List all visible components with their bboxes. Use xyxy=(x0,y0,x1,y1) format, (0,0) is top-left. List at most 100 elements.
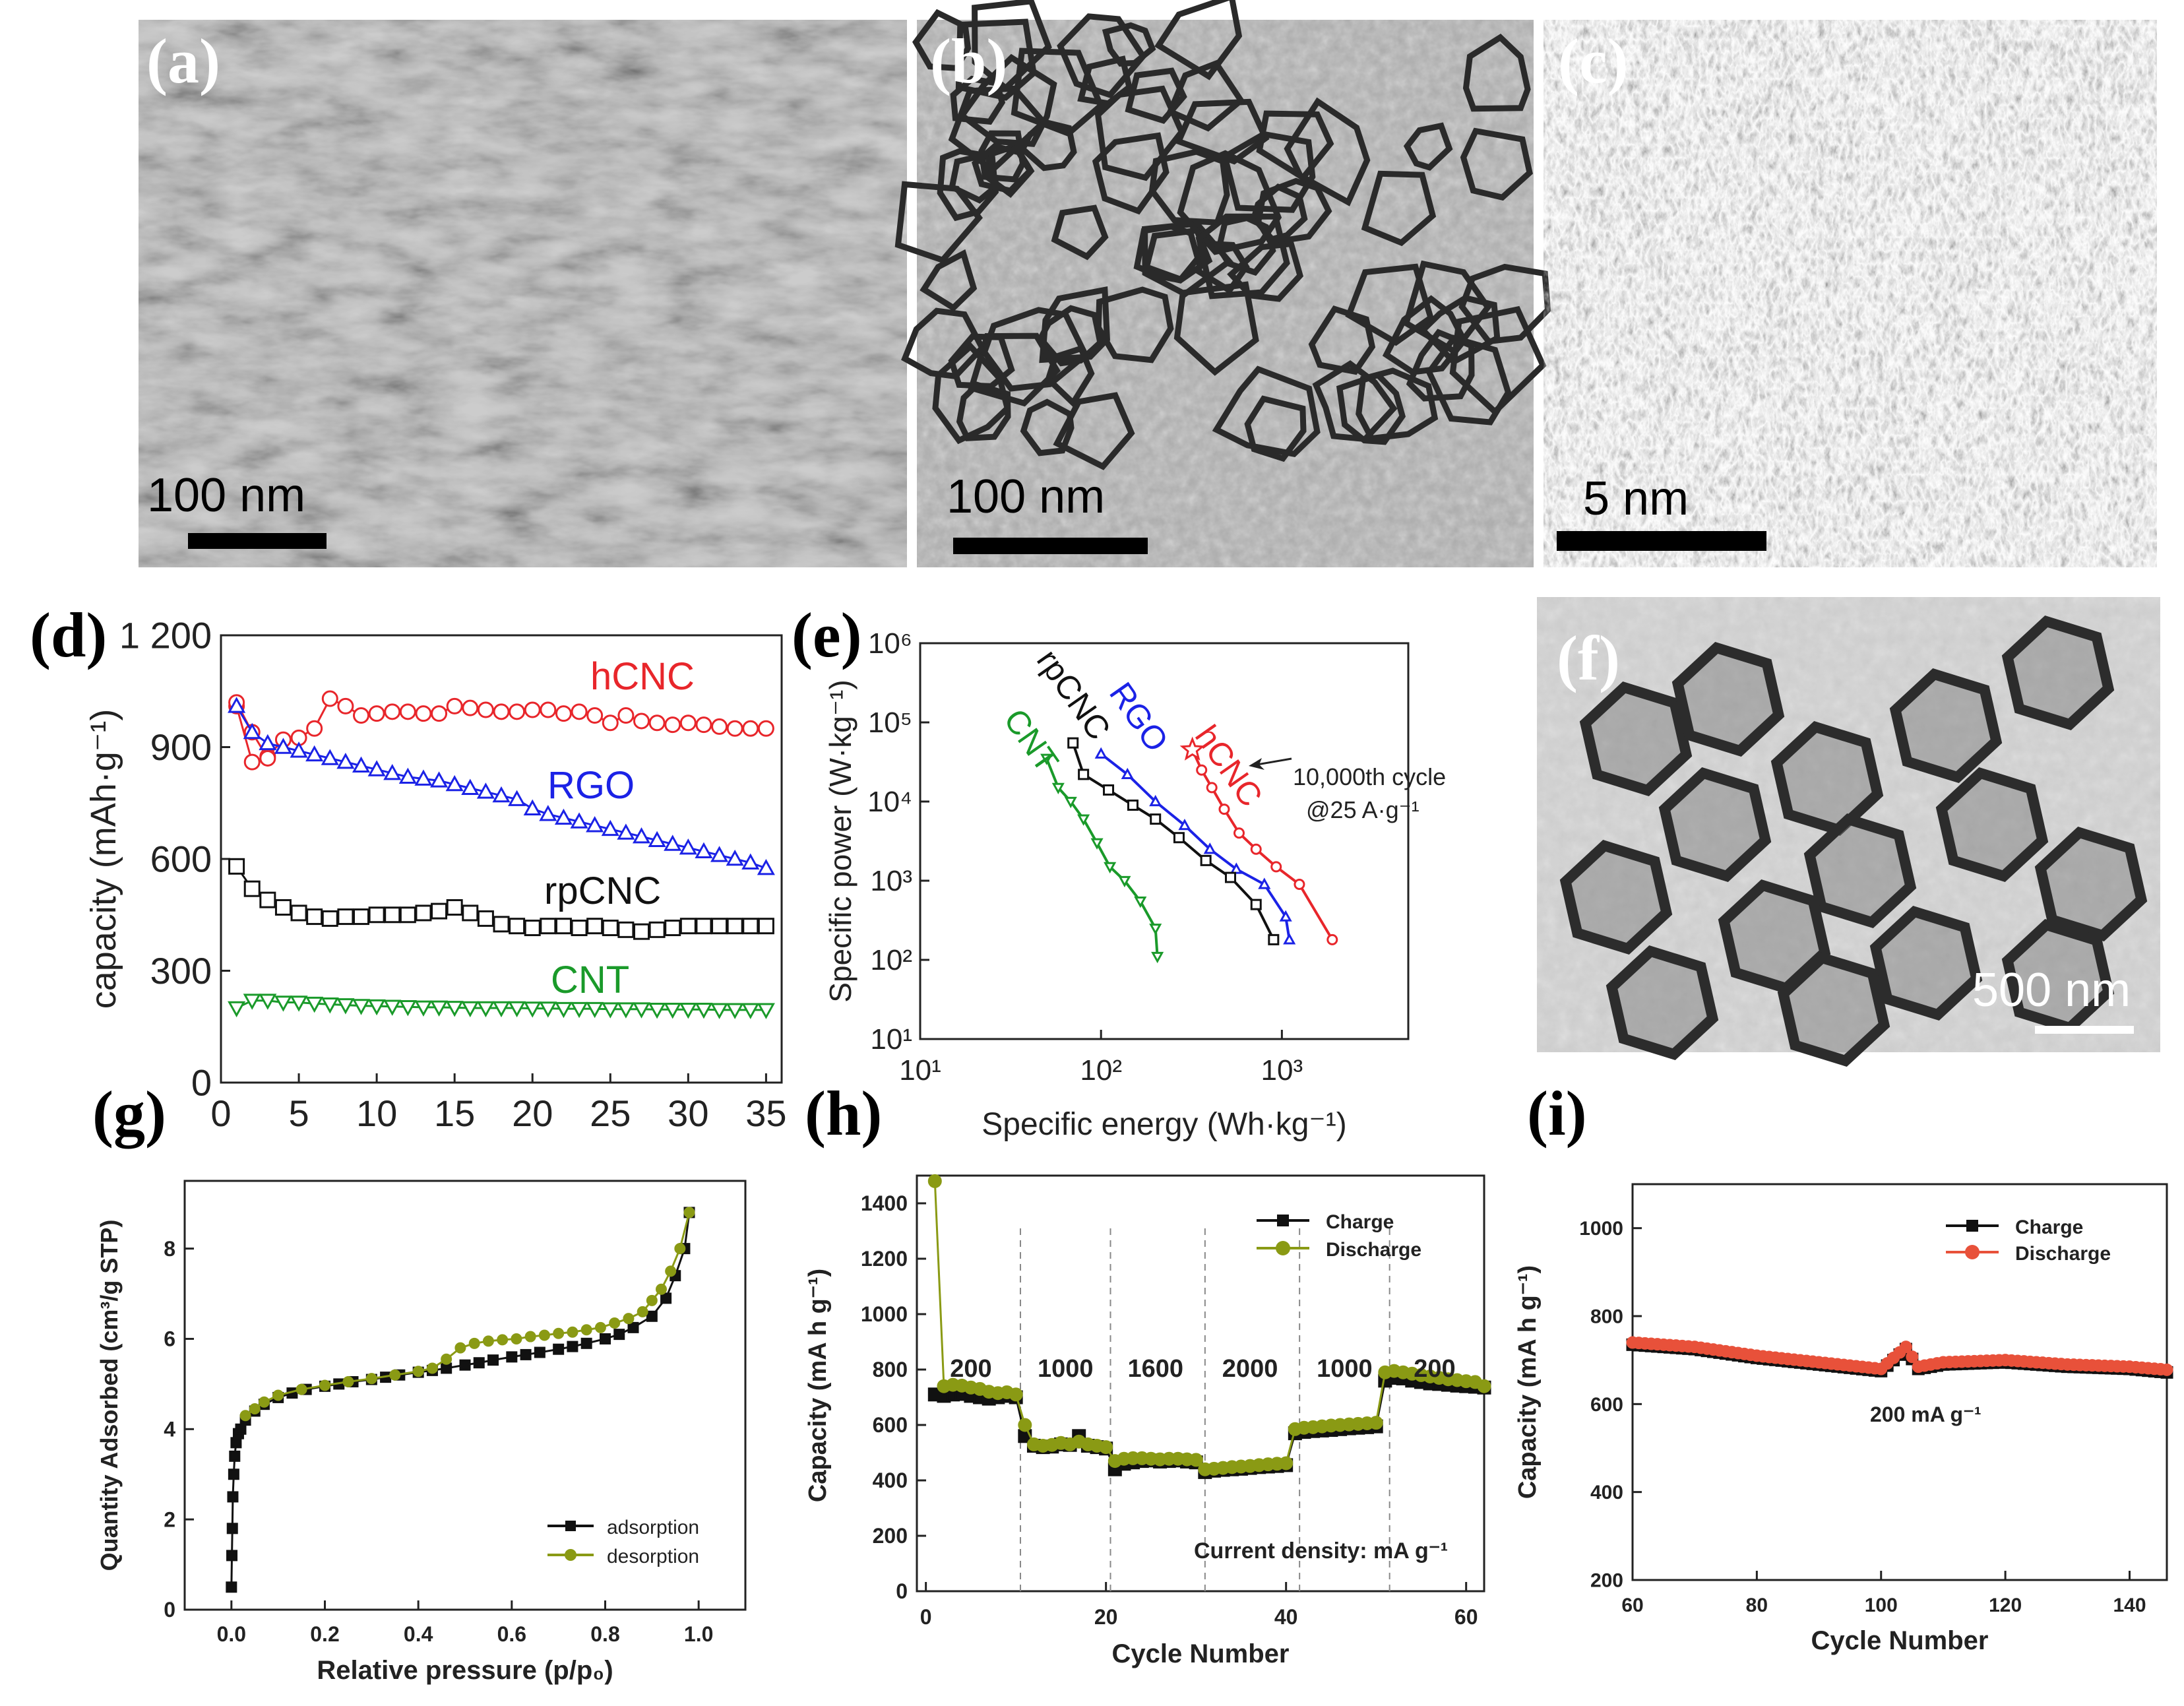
point-rpCNC-d xyxy=(493,916,510,933)
point-RGO-d xyxy=(679,838,697,855)
point-CNT-d xyxy=(539,1001,557,1018)
panel-label-a: (a) xyxy=(146,26,220,96)
point-RGO-d xyxy=(695,842,713,858)
y-axis-label-h: Capacity (mA h g⁻¹) xyxy=(804,1269,832,1502)
point-RGO-e xyxy=(1258,877,1271,889)
carbon-cell-wall xyxy=(1403,122,1453,171)
point-Discharge-i xyxy=(2160,1363,2173,1376)
carbon-cell-wall xyxy=(1102,22,1156,67)
panel-label-f: (f) xyxy=(1557,623,1620,693)
y-tick-label-g: 6 xyxy=(164,1327,175,1351)
point-CNT-e xyxy=(1134,897,1147,908)
point-desorption xyxy=(342,1375,354,1387)
point-rpCNC-d xyxy=(571,920,588,937)
series-label-CNT-d: CNT xyxy=(551,959,629,1001)
point-hCNC-d xyxy=(431,705,448,722)
point-CNT-d xyxy=(570,1001,588,1019)
point-CNT-d xyxy=(259,994,277,1010)
point-CNT-d xyxy=(617,1002,635,1019)
x-axis-label-e: Specific energy (Wh·kg⁻¹) xyxy=(982,1107,1346,1142)
carbon-cell-wall xyxy=(1011,47,1105,137)
point-Discharge-h xyxy=(1018,1418,1032,1432)
point-adsorption xyxy=(459,1359,471,1371)
point-CNT-d xyxy=(601,1002,619,1019)
point-desorption xyxy=(249,1403,261,1415)
point-rpCNC-e xyxy=(1250,899,1262,910)
point-rpCNC-d xyxy=(524,920,541,937)
carbon-cell-wall xyxy=(1221,131,1316,213)
point-RGO-d xyxy=(539,805,557,821)
point-RGO-e xyxy=(1149,794,1162,807)
point-adsorption xyxy=(627,1321,639,1333)
series-label-RGO-d: RGO xyxy=(547,764,635,807)
carbon-cell-wall xyxy=(1462,34,1531,112)
point-CNT-d xyxy=(757,1003,775,1019)
point-desorption xyxy=(646,1294,658,1306)
y-tick-label-h: 400 xyxy=(873,1469,908,1492)
point-hCNC-e xyxy=(1206,782,1218,794)
point-RGO-d xyxy=(601,819,619,837)
rate-label-h: 200 xyxy=(1414,1355,1455,1383)
rate-label-h: 200 xyxy=(950,1355,991,1383)
x-tick-label-h: 60 xyxy=(1454,1605,1478,1629)
hollow-cage xyxy=(1658,767,1772,883)
point-CNT-e xyxy=(1077,814,1090,826)
carbon-cell-wall xyxy=(1177,150,1282,255)
point-adsorption xyxy=(229,1450,241,1462)
point-rpCNC-d xyxy=(274,899,292,916)
x-tick-label-d: 25 xyxy=(590,1092,631,1134)
point-adsorption xyxy=(534,1346,546,1358)
x-tick-label-g: 0.8 xyxy=(590,1622,619,1646)
carbon-cell-wall xyxy=(948,333,1015,389)
point-desorption xyxy=(594,1321,606,1333)
carbon-cell-wall xyxy=(1244,395,1307,462)
y-tick-label-i: 400 xyxy=(1590,1482,1623,1503)
x-tick-label-d: 15 xyxy=(434,1092,475,1134)
point-RGO-d xyxy=(664,835,682,851)
carbon-cell-wall xyxy=(978,130,1026,183)
x-tick-label-i: 100 xyxy=(1865,1595,1898,1616)
scale-bar-b xyxy=(953,538,1148,554)
point-hCNC-e xyxy=(1250,843,1262,855)
rate-label-h: 1600 xyxy=(1127,1355,1183,1383)
point-RGO-d xyxy=(352,756,371,773)
carbon-cell-wall xyxy=(1092,132,1170,215)
panel-label-c: (c) xyxy=(1558,26,1629,96)
point-RGO-d xyxy=(710,846,729,862)
point-desorption xyxy=(239,1410,251,1422)
point-hCNC-d xyxy=(337,697,354,714)
carbon-cell-wall xyxy=(894,181,983,264)
point-hCNC-d xyxy=(711,718,728,735)
point-desorption xyxy=(580,1324,592,1336)
point-rpCNC-d xyxy=(602,920,619,937)
point-adsorption xyxy=(613,1329,625,1341)
point-rpCNC-d xyxy=(757,918,774,935)
point-rpCNC-d xyxy=(695,918,712,935)
point-desorption xyxy=(441,1353,452,1365)
point-hCNC-d xyxy=(306,720,323,737)
point-rpCNC-d xyxy=(415,904,432,922)
point-RGO-d xyxy=(259,734,277,751)
point-desorption xyxy=(553,1327,565,1339)
point-adsorption xyxy=(506,1351,518,1363)
y-tick-label-g: 4 xyxy=(164,1418,175,1441)
hollow-cage xyxy=(1869,905,1983,1021)
point-CNT-d xyxy=(430,1000,449,1017)
point-hCNC-d xyxy=(726,720,743,737)
point-desorption xyxy=(296,1383,307,1395)
point-hCNC-d xyxy=(415,705,432,722)
chart-g: 0.0 0.2 0.4 0.6 0.8 1.0 0 2 4 6 8 (g) Quantity Ads… xyxy=(92,1078,747,1685)
point-RGO-e xyxy=(1094,747,1108,759)
point-adsorption xyxy=(230,1437,242,1449)
point-hCNC-d xyxy=(571,703,588,720)
scale-bar-label-f: 500 nm xyxy=(1972,964,2131,1017)
point-CNT-d xyxy=(383,999,402,1016)
carbon-cell-wall xyxy=(1356,367,1439,442)
point-rpCNC-d xyxy=(368,906,385,924)
legend-marker-desorption xyxy=(565,1549,577,1561)
carbon-cell-wall xyxy=(1125,67,1187,124)
point-rpCNC-d xyxy=(679,918,697,935)
scale-bar-a xyxy=(188,533,327,549)
hollow-cage xyxy=(1935,767,2049,883)
point-rpCNC-e xyxy=(1103,784,1115,796)
